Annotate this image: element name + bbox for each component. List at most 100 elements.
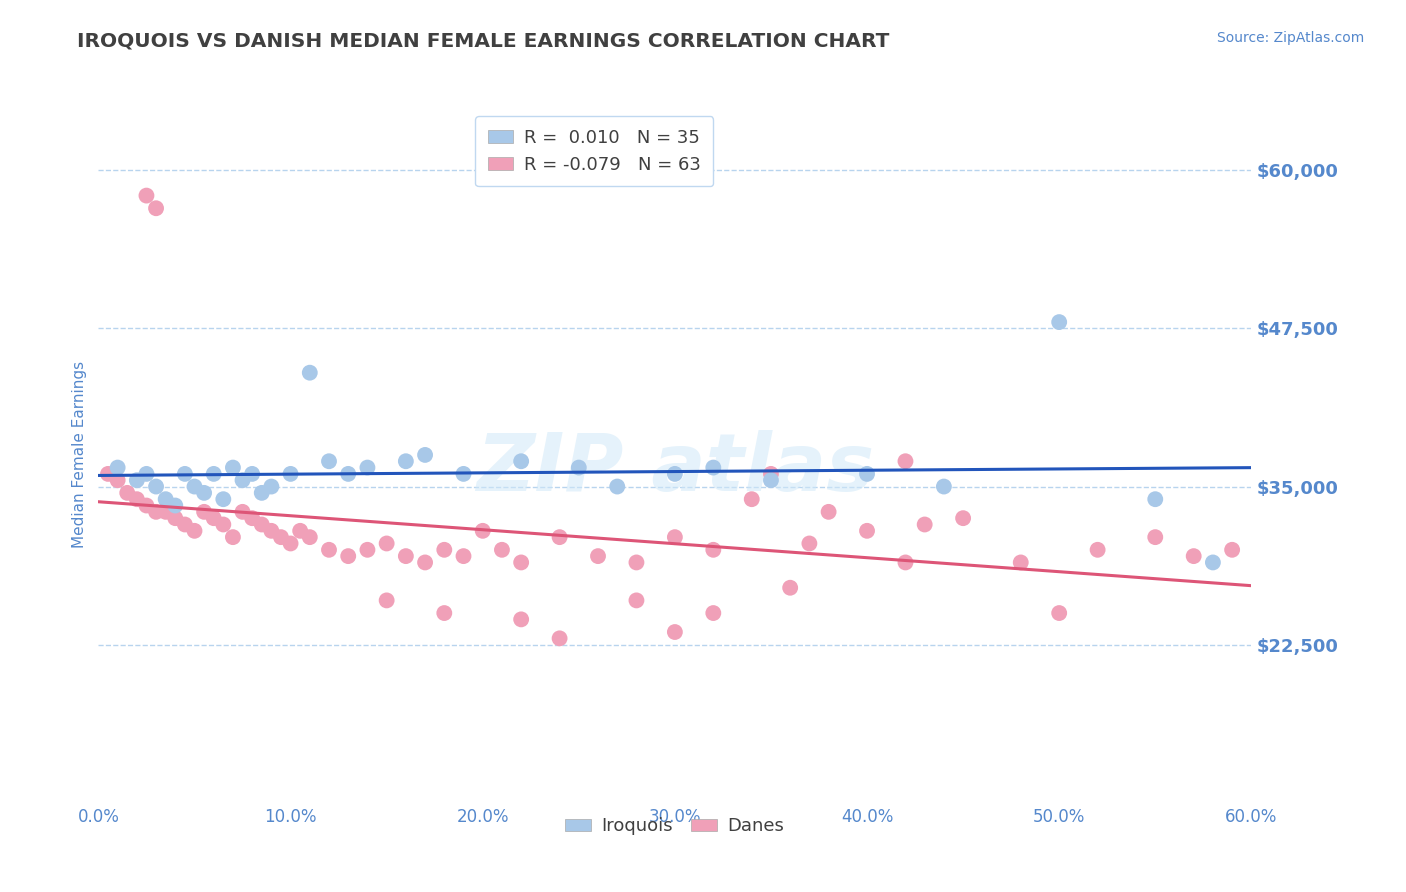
Point <box>932 479 955 493</box>
Point <box>759 473 782 487</box>
Point <box>135 467 157 481</box>
Point <box>165 499 187 513</box>
Point <box>337 467 360 481</box>
Point <box>741 492 763 507</box>
Point <box>548 530 571 544</box>
Point <box>702 460 724 475</box>
Point <box>375 536 398 550</box>
Point <box>1202 556 1225 570</box>
Point <box>212 517 235 532</box>
Point <box>318 454 340 468</box>
Point <box>174 467 197 481</box>
Point <box>510 454 533 468</box>
Point <box>174 517 197 532</box>
Point <box>280 536 302 550</box>
Point <box>125 492 148 507</box>
Point <box>202 511 225 525</box>
Point <box>856 524 879 538</box>
Y-axis label: Median Female Earnings: Median Female Earnings <box>72 361 87 549</box>
Point <box>356 542 378 557</box>
Point <box>318 542 340 557</box>
Point <box>413 556 436 570</box>
Point <box>759 467 782 481</box>
Point <box>375 593 398 607</box>
Point <box>280 467 302 481</box>
Point <box>107 460 129 475</box>
Point <box>433 542 456 557</box>
Point <box>395 454 418 468</box>
Point <box>664 625 686 640</box>
Point <box>193 505 215 519</box>
Point <box>145 479 167 493</box>
Point <box>135 188 157 202</box>
Point <box>586 549 609 563</box>
Point <box>702 542 724 557</box>
Point <box>491 542 513 557</box>
Point <box>202 467 225 481</box>
Point <box>433 606 456 620</box>
Point <box>413 448 436 462</box>
Point <box>155 505 177 519</box>
Point <box>453 549 475 563</box>
Point <box>155 492 177 507</box>
Point <box>222 530 245 544</box>
Point <box>260 524 283 538</box>
Point <box>165 511 187 525</box>
Point <box>222 460 245 475</box>
Point <box>231 505 254 519</box>
Point <box>231 473 254 487</box>
Point <box>135 499 157 513</box>
Point <box>471 524 494 538</box>
Point <box>817 505 839 519</box>
Text: ZIP atlas: ZIP atlas <box>475 430 875 508</box>
Point <box>952 511 974 525</box>
Point <box>298 530 321 544</box>
Point <box>702 606 724 620</box>
Point <box>1087 542 1109 557</box>
Point <box>240 511 263 525</box>
Point <box>125 473 148 487</box>
Point <box>664 467 686 481</box>
Point <box>145 201 167 215</box>
Point <box>1010 556 1032 570</box>
Point <box>356 460 378 475</box>
Legend: Iroquois, Danes: Iroquois, Danes <box>558 810 792 842</box>
Point <box>799 536 821 550</box>
Point <box>510 556 533 570</box>
Point <box>117 486 139 500</box>
Point <box>270 530 292 544</box>
Point <box>1182 549 1205 563</box>
Point <box>548 632 571 646</box>
Point <box>1047 606 1070 620</box>
Point <box>290 524 312 538</box>
Point <box>240 467 263 481</box>
Point <box>1047 315 1070 329</box>
Point <box>183 479 205 493</box>
Point <box>97 467 120 481</box>
Point <box>779 581 801 595</box>
Point <box>183 524 205 538</box>
Point <box>453 467 475 481</box>
Point <box>856 467 879 481</box>
Point <box>1144 492 1167 507</box>
Point <box>337 549 360 563</box>
Point <box>107 473 129 487</box>
Point <box>250 517 273 532</box>
Point <box>510 612 533 626</box>
Point <box>145 505 167 519</box>
Point <box>568 460 591 475</box>
Point <box>250 486 273 500</box>
Point <box>395 549 418 563</box>
Point <box>914 517 936 532</box>
Point <box>193 486 215 500</box>
Point <box>626 593 648 607</box>
Point <box>260 479 283 493</box>
Point <box>1144 530 1167 544</box>
Point <box>894 454 917 468</box>
Point <box>664 530 686 544</box>
Text: Source: ZipAtlas.com: Source: ZipAtlas.com <box>1216 31 1364 45</box>
Point <box>894 556 917 570</box>
Point <box>606 479 628 493</box>
Text: IROQUOIS VS DANISH MEDIAN FEMALE EARNINGS CORRELATION CHART: IROQUOIS VS DANISH MEDIAN FEMALE EARNING… <box>77 31 890 50</box>
Point <box>298 366 321 380</box>
